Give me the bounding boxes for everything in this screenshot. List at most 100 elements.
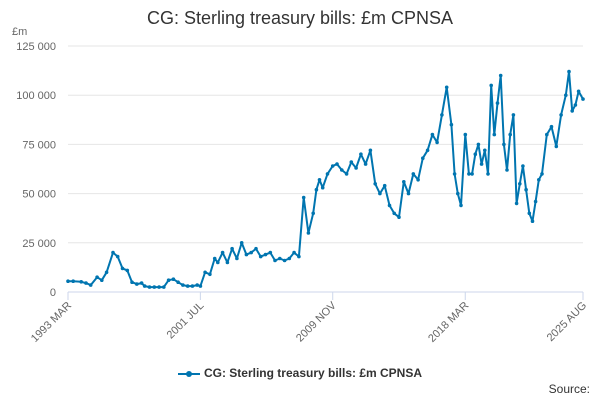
data-point[interactable] — [473, 152, 478, 156]
data-point[interactable] — [162, 285, 166, 289]
data-point[interactable] — [467, 172, 471, 176]
data-point[interactable] — [344, 172, 349, 176]
data-point[interactable] — [378, 191, 382, 196]
data-point[interactable] — [521, 164, 525, 168]
data-point[interactable] — [483, 148, 487, 153]
data-point[interactable] — [208, 272, 212, 277]
data-point[interactable] — [130, 280, 134, 285]
data-point[interactable] — [139, 281, 144, 285]
data-point[interactable] — [421, 156, 425, 160]
data-point[interactable] — [514, 201, 519, 206]
data-point[interactable] — [363, 162, 368, 166]
data-point[interactable] — [181, 283, 185, 287]
data-point[interactable] — [111, 250, 115, 255]
data-point[interactable] — [564, 93, 568, 97]
data-point[interactable] — [570, 109, 574, 113]
data-point[interactable] — [567, 69, 571, 74]
data-point[interactable] — [505, 168, 509, 172]
data-point[interactable] — [301, 195, 306, 200]
data-point[interactable] — [524, 187, 528, 192]
data-point[interactable] — [203, 270, 207, 275]
data-point[interactable] — [330, 164, 335, 168]
data-point[interactable] — [125, 268, 130, 273]
data-point[interactable] — [249, 250, 253, 255]
data-point[interactable] — [486, 172, 490, 176]
data-point[interactable] — [335, 162, 339, 166]
data-point[interactable] — [320, 185, 325, 190]
data-point[interactable] — [489, 83, 494, 88]
data-point[interactable] — [518, 182, 522, 186]
data-point[interactable] — [235, 256, 239, 261]
data-point[interactable] — [402, 180, 406, 184]
data-point[interactable] — [120, 266, 125, 271]
data-point[interactable] — [444, 85, 449, 90]
data-point[interactable] — [311, 211, 316, 216]
data-point[interactable] — [463, 132, 468, 137]
data-point[interactable] — [104, 270, 109, 275]
data-point[interactable] — [576, 89, 581, 94]
data-point[interactable] — [317, 178, 322, 182]
data-point[interactable] — [263, 252, 268, 257]
data-point[interactable] — [549, 124, 554, 129]
data-point[interactable] — [508, 132, 512, 137]
data-point[interactable] — [258, 254, 263, 259]
data-point[interactable] — [511, 113, 516, 117]
data-point[interactable] — [459, 203, 463, 208]
data-point[interactable] — [495, 101, 500, 105]
data-point[interactable] — [273, 258, 277, 263]
data-point[interactable] — [239, 241, 244, 245]
data-point[interactable] — [79, 280, 83, 284]
data-point[interactable] — [287, 256, 292, 261]
data-point[interactable] — [425, 148, 430, 153]
data-point[interactable] — [479, 162, 484, 166]
data-point[interactable] — [387, 203, 392, 208]
data-point[interactable] — [537, 178, 541, 182]
data-point[interactable] — [212, 256, 217, 261]
legend[interactable]: CG: Sterling treasury bills: £m CPNSA — [0, 366, 600, 380]
data-point[interactable] — [440, 113, 444, 117]
data-point[interactable] — [297, 254, 301, 259]
data-point[interactable] — [278, 256, 282, 261]
data-point[interactable] — [225, 260, 230, 265]
data-point[interactable] — [71, 279, 75, 284]
data-point[interactable] — [354, 166, 358, 170]
data-point[interactable] — [314, 187, 319, 192]
data-point[interactable] — [152, 285, 157, 289]
data-point[interactable] — [545, 132, 549, 137]
data-point[interactable] — [554, 144, 559, 149]
data-point[interactable] — [530, 219, 535, 223]
data-point[interactable] — [135, 282, 139, 286]
data-point[interactable] — [373, 182, 378, 186]
data-point[interactable] — [392, 211, 397, 216]
data-point[interactable] — [100, 278, 104, 283]
data-point[interactable] — [166, 278, 171, 283]
data-point[interactable] — [198, 284, 203, 288]
data-point[interactable] — [581, 97, 585, 101]
data-point[interactable] — [216, 260, 220, 265]
data-point[interactable] — [411, 172, 416, 176]
data-point[interactable] — [230, 246, 234, 251]
data-point[interactable] — [292, 250, 296, 255]
data-point[interactable] — [176, 280, 180, 285]
data-point[interactable] — [282, 258, 287, 263]
data-point[interactable] — [573, 103, 578, 107]
data-point[interactable] — [502, 142, 506, 147]
data-point[interactable] — [220, 250, 225, 255]
data-point[interactable] — [359, 152, 363, 156]
data-point[interactable] — [268, 250, 273, 255]
data-point[interactable] — [435, 140, 439, 145]
data-point[interactable] — [492, 132, 497, 137]
data-point[interactable] — [430, 132, 435, 137]
data-point[interactable] — [533, 199, 538, 204]
data-point[interactable] — [368, 148, 373, 153]
data-point[interactable] — [88, 283, 93, 287]
data-point[interactable] — [416, 178, 420, 182]
data-point[interactable] — [449, 122, 454, 127]
data-point[interactable] — [559, 113, 563, 117]
data-point[interactable] — [147, 285, 152, 289]
data-point[interactable] — [527, 211, 532, 216]
data-point[interactable] — [190, 284, 195, 288]
data-point[interactable] — [470, 172, 474, 176]
data-point[interactable] — [84, 281, 88, 285]
data-point[interactable] — [406, 191, 411, 196]
